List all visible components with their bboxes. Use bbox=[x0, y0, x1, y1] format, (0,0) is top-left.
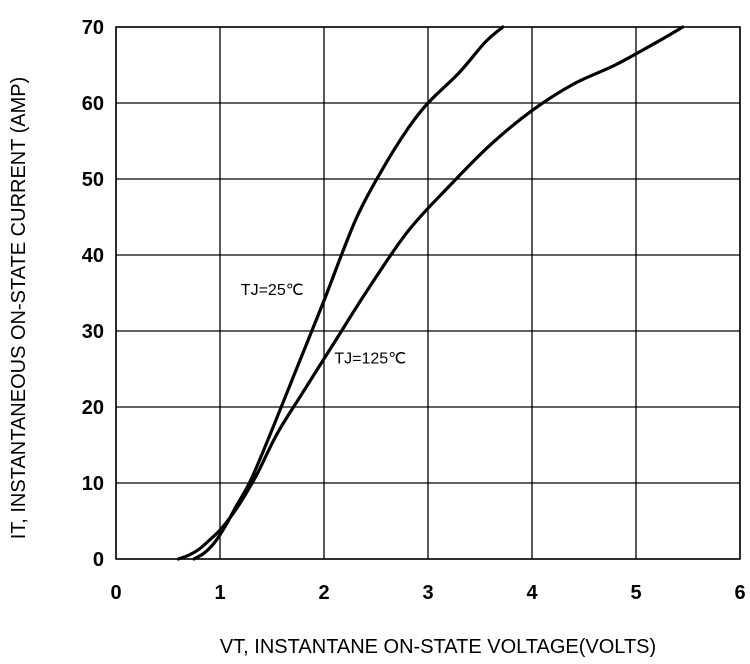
x-axis-label: VT, INSTANTANE ON-STATE VOLTAGE(VOLTS) bbox=[220, 636, 656, 658]
x-tick-label: 0 bbox=[110, 582, 121, 604]
y-axis-label: IT, INSTANTANEOUS ON-STATE CURRENT (AMP) bbox=[8, 77, 30, 540]
annotations: TJ=25℃ TJ=125℃ bbox=[241, 282, 406, 367]
x-tick-label: 3 bbox=[422, 582, 433, 604]
y-tick-label: 0 bbox=[93, 549, 104, 571]
x-tick-label: 5 bbox=[630, 582, 641, 604]
y-tick-labels: 0 10 20 30 40 50 60 70 bbox=[82, 17, 104, 571]
series-annotation: TJ=25℃ bbox=[241, 282, 304, 299]
y-tick-label: 20 bbox=[82, 397, 104, 419]
y-tick-label: 70 bbox=[82, 17, 104, 39]
series-line bbox=[176, 25, 685, 561]
y-tick-label: 40 bbox=[82, 245, 104, 267]
x-tick-label: 4 bbox=[526, 582, 538, 604]
series-annotation: TJ=125℃ bbox=[334, 351, 406, 368]
series-lines bbox=[176, 25, 685, 561]
x-tick-label: 1 bbox=[214, 582, 225, 604]
plot-frame bbox=[115, 26, 741, 560]
grid bbox=[115, 26, 741, 560]
y-tick-label: 30 bbox=[82, 321, 104, 343]
x-tick-label: 2 bbox=[318, 582, 329, 604]
y-tick-label: 10 bbox=[82, 473, 104, 495]
y-tick-label: 50 bbox=[82, 169, 104, 191]
x-tick-labels: 0 1 2 3 4 5 6 bbox=[110, 582, 745, 604]
x-tick-label: 6 bbox=[734, 582, 745, 604]
y-tick-label: 60 bbox=[82, 93, 104, 115]
series-line bbox=[192, 25, 505, 561]
